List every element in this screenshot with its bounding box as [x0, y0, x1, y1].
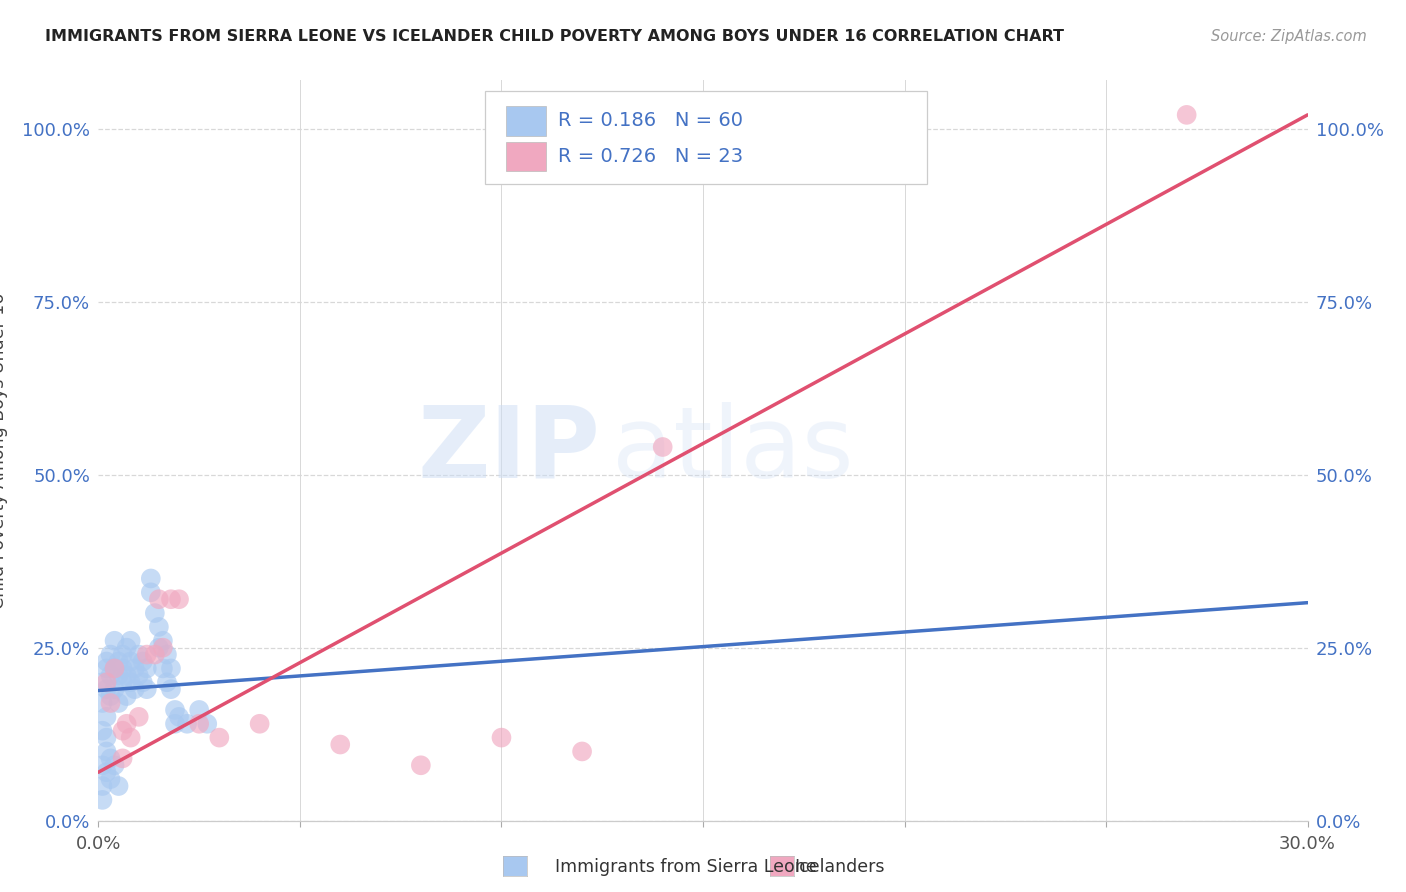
Text: Icelanders: Icelanders: [794, 858, 884, 876]
Point: [195, 716, 218, 731]
Point: [249, 716, 271, 731]
Text: Immigrants from Sierra Leone: Immigrants from Sierra Leone: [555, 858, 817, 876]
Point: [156, 675, 179, 690]
Point: [135, 648, 157, 662]
Point: [100, 689, 122, 703]
Point: [163, 703, 186, 717]
Point: [651, 440, 673, 454]
Point: [1175, 108, 1198, 122]
Point: [96, 661, 118, 675]
FancyBboxPatch shape: [506, 142, 546, 171]
FancyBboxPatch shape: [485, 91, 927, 184]
Point: [111, 661, 134, 675]
Point: [152, 661, 174, 675]
Point: [100, 668, 122, 682]
Point: [120, 675, 142, 690]
Point: [100, 648, 122, 662]
Point: [139, 585, 162, 599]
Point: [103, 661, 125, 675]
Point: [96, 744, 118, 758]
Point: [188, 703, 211, 717]
Point: [107, 655, 129, 669]
Point: [111, 675, 134, 690]
Point: [132, 675, 155, 690]
Point: [571, 744, 593, 758]
Point: [103, 661, 125, 675]
Point: [163, 716, 186, 731]
Point: [124, 682, 146, 697]
Point: [100, 696, 122, 710]
Point: [111, 723, 134, 738]
Point: [111, 648, 134, 662]
Point: [107, 696, 129, 710]
Point: [96, 731, 118, 745]
Point: [188, 716, 211, 731]
Point: [115, 716, 138, 731]
Point: [160, 592, 183, 607]
Point: [120, 633, 142, 648]
Text: IMMIGRANTS FROM SIERRA LEONE VS ICELANDER CHILD POVERTY AMONG BOYS UNDER 16 CORR: IMMIGRANTS FROM SIERRA LEONE VS ICELANDE…: [45, 29, 1064, 44]
Point: [107, 779, 129, 793]
Point: [208, 731, 231, 745]
Point: [91, 675, 114, 690]
Point: [143, 648, 166, 662]
Point: [91, 779, 114, 793]
Point: [128, 668, 150, 682]
Text: Source: ZipAtlas.com: Source: ZipAtlas.com: [1211, 29, 1367, 44]
Point: [96, 682, 118, 697]
Text: R = 0.186   N = 60: R = 0.186 N = 60: [558, 112, 742, 130]
Point: [96, 675, 118, 690]
Point: [160, 682, 183, 697]
Point: [120, 655, 142, 669]
Point: [128, 710, 150, 724]
Point: [156, 648, 179, 662]
Point: [115, 668, 138, 682]
Point: [103, 682, 125, 697]
Point: [152, 640, 174, 655]
Point: [148, 640, 170, 655]
Point: [96, 655, 118, 669]
Y-axis label: Child Poverty Among Boys Under 16: Child Poverty Among Boys Under 16: [0, 293, 8, 608]
Point: [107, 668, 129, 682]
Point: [96, 765, 118, 780]
Point: [148, 592, 170, 607]
Point: [135, 682, 157, 697]
Point: [491, 731, 513, 745]
Point: [124, 661, 146, 675]
Text: atlas: atlas: [613, 402, 853, 499]
Point: [128, 648, 150, 662]
Point: [176, 716, 198, 731]
Point: [167, 592, 190, 607]
Point: [152, 633, 174, 648]
Point: [409, 758, 432, 772]
Point: [91, 758, 114, 772]
Point: [132, 655, 155, 669]
Point: [111, 751, 134, 765]
Point: [329, 738, 352, 752]
Point: [115, 689, 138, 703]
Point: [115, 640, 138, 655]
Point: [167, 710, 190, 724]
Point: [100, 751, 122, 765]
Point: [96, 710, 118, 724]
Point: [135, 661, 157, 675]
Point: [100, 772, 122, 786]
Point: [148, 620, 170, 634]
Point: [103, 758, 125, 772]
Text: R = 0.726   N = 23: R = 0.726 N = 23: [558, 147, 742, 166]
Point: [91, 723, 114, 738]
Point: [143, 606, 166, 620]
Point: [91, 696, 114, 710]
Point: [160, 661, 183, 675]
Point: [120, 731, 142, 745]
Point: [91, 793, 114, 807]
Text: ZIP: ZIP: [418, 402, 600, 499]
Point: [139, 572, 162, 586]
Point: [103, 633, 125, 648]
FancyBboxPatch shape: [506, 106, 546, 136]
